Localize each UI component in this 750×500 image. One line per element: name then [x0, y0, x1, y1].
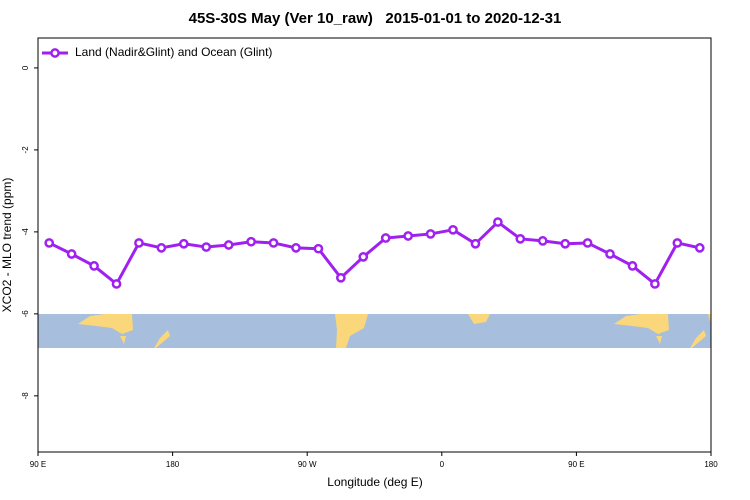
x-tick-label: 90 W — [298, 460, 317, 469]
legend-marker — [50, 48, 60, 58]
point — [672, 238, 683, 248]
point — [650, 279, 660, 289]
plot-frame — [37, 37, 712, 453]
point — [448, 224, 458, 235]
point — [134, 238, 144, 248]
point — [605, 249, 615, 259]
point — [425, 229, 436, 239]
x-tick-label: 180 — [704, 460, 718, 469]
x-axis-label: Longitude (deg E) — [327, 475, 422, 489]
point — [470, 238, 481, 249]
point — [89, 261, 99, 271]
point — [223, 240, 234, 250]
y-tick-label: -2 — [21, 146, 30, 154]
point — [560, 238, 571, 249]
point — [403, 231, 413, 241]
point — [178, 238, 189, 249]
point — [44, 238, 55, 248]
y-tick-label: -8 — [21, 392, 30, 400]
point — [201, 242, 212, 252]
point — [515, 234, 526, 244]
chart-title: 45S-30S May (Ver 10_raw) 2015-01-01 to 2… — [189, 10, 562, 27]
point — [66, 249, 77, 259]
series-line — [48, 220, 701, 287]
y-tick-label: -4 — [21, 228, 30, 236]
x-tick-label: 90 E — [30, 460, 46, 469]
point — [694, 243, 705, 253]
y-tick-label: -6 — [21, 310, 30, 318]
y-axis-label: XCO2 - MLO trend (ppm) — [0, 178, 14, 313]
point — [111, 279, 122, 289]
y-tick-label: 0 — [21, 65, 30, 70]
point — [291, 243, 301, 253]
legend-label: Land (Nadir&Glint) and Ocean (Glint) — [75, 45, 272, 59]
point — [358, 252, 369, 262]
point — [313, 243, 324, 254]
map-strip — [38, 314, 711, 348]
point — [336, 272, 346, 283]
point — [493, 217, 503, 227]
point — [380, 233, 391, 243]
point — [268, 238, 279, 248]
point — [246, 236, 256, 247]
point — [582, 238, 593, 248]
point — [156, 243, 167, 253]
x-tick-label: 90 E — [568, 460, 584, 469]
x-tick-label: 0 — [440, 460, 445, 469]
point — [537, 236, 548, 246]
x-tick-label: 180 — [166, 460, 180, 469]
point — [627, 261, 638, 271]
